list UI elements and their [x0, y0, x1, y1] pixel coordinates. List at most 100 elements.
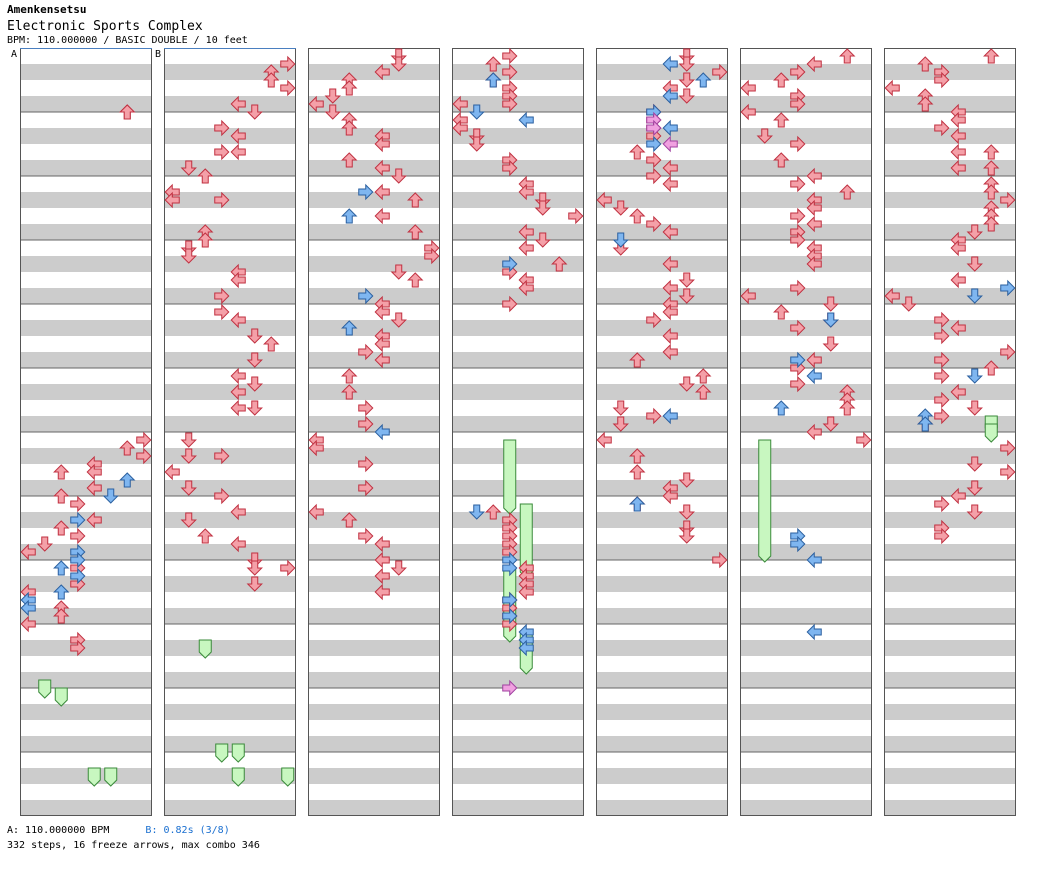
note-arrow [230, 95, 246, 113]
note-arrow [806, 167, 822, 185]
note-arrow [263, 72, 280, 88]
note-arrow [230, 143, 246, 161]
note-arrow [308, 95, 324, 113]
beat-band [308, 224, 440, 240]
note-arrow [374, 207, 390, 225]
note-arrow [86, 463, 102, 481]
arrow-shape [662, 303, 678, 321]
arrow-shape [839, 184, 856, 200]
arrow-shape [934, 351, 950, 369]
note-arrow-eighth [468, 104, 485, 120]
arrow-shape [612, 400, 629, 416]
note-arrow-sixteenth [662, 135, 678, 153]
arrow-shape [53, 560, 70, 576]
note-arrow-eighth [468, 504, 485, 520]
note-arrow [246, 560, 263, 576]
arrow-shape [790, 319, 806, 337]
note-arrow [518, 583, 534, 601]
arrow-shape [983, 184, 1000, 200]
note-arrow [180, 480, 197, 496]
beat-band [884, 256, 1016, 272]
arrow-shape [280, 559, 296, 577]
note-arrow [374, 351, 390, 369]
arrow-shape [374, 303, 390, 321]
note-arrow [790, 231, 806, 249]
note-arrow [358, 455, 374, 473]
arrow-shape [712, 551, 728, 569]
arrow-shape [374, 335, 390, 353]
note-arrow [324, 104, 341, 120]
note-arrow [1000, 191, 1016, 209]
beat-band [596, 736, 728, 752]
note-arrow [341, 152, 358, 168]
note-arrow [230, 399, 246, 417]
note-arrow [662, 159, 678, 177]
arrow-shape [596, 431, 612, 449]
beat-band [20, 576, 152, 592]
arrow-shape [773, 112, 790, 128]
note-arrow-eighth [20, 599, 36, 617]
arrow-shape [934, 119, 950, 137]
note-arrow [518, 183, 534, 201]
note-arrow [246, 104, 263, 120]
freeze-arrow [503, 439, 517, 515]
beat-band [452, 288, 584, 304]
stop-marker-label: B: 0.82s (3/8) [145, 825, 230, 836]
note-arrow [374, 303, 390, 321]
note-arrow [612, 416, 629, 432]
song-title: Electronic Sports Complex [7, 19, 203, 34]
note-arrow [966, 504, 983, 520]
note-arrow [136, 447, 152, 465]
arrow-shape [518, 223, 534, 241]
note-arrow-eighth [119, 472, 136, 488]
arrow-shape [468, 104, 485, 120]
note-arrow [934, 327, 950, 345]
beat-band [740, 672, 872, 688]
arrow-shape [662, 255, 678, 273]
note-arrow [662, 327, 678, 345]
arrow-shape [756, 128, 773, 144]
note-arrow [950, 127, 966, 145]
note-arrow [822, 296, 839, 312]
arrow-shape [822, 296, 839, 312]
note-arrow [502, 295, 518, 313]
beat-band [884, 352, 1016, 368]
arrow-shape [983, 144, 1000, 160]
arrow-shape [934, 495, 950, 513]
freeze-arrow [231, 767, 245, 787]
note-arrow [773, 72, 790, 88]
arrow-shape [839, 400, 856, 416]
beat-band [452, 256, 584, 272]
arrow-shape [662, 135, 678, 153]
arrow-shape [662, 327, 678, 345]
arrow-shape [214, 287, 230, 305]
arrow-shape [119, 104, 136, 120]
note-arrow [740, 103, 756, 121]
beat-band [596, 544, 728, 560]
arrow-shape [612, 232, 629, 248]
note-arrow [1000, 439, 1016, 457]
note-arrow-eighth [646, 135, 662, 153]
note-arrow [468, 136, 485, 152]
arrow-shape [53, 520, 70, 536]
note-arrow [790, 175, 806, 193]
note-arrow [214, 143, 230, 161]
marker-label-a: A [11, 49, 17, 60]
arrow-shape [662, 119, 678, 137]
note-arrow [374, 335, 390, 353]
note-arrow [884, 287, 900, 305]
freeze-arrow [38, 679, 52, 699]
beat-band [164, 576, 296, 592]
arrow-shape [197, 168, 214, 184]
arrow-shape [678, 472, 695, 488]
beat-band [164, 608, 296, 624]
beat-band [740, 704, 872, 720]
arrow-shape [102, 488, 119, 504]
note-arrow-eighth [518, 639, 534, 657]
note-arrow [374, 135, 390, 153]
note-arrow [136, 431, 152, 449]
arrow-shape [246, 104, 263, 120]
arrow-shape [790, 135, 806, 153]
arrow-shape [502, 295, 518, 313]
